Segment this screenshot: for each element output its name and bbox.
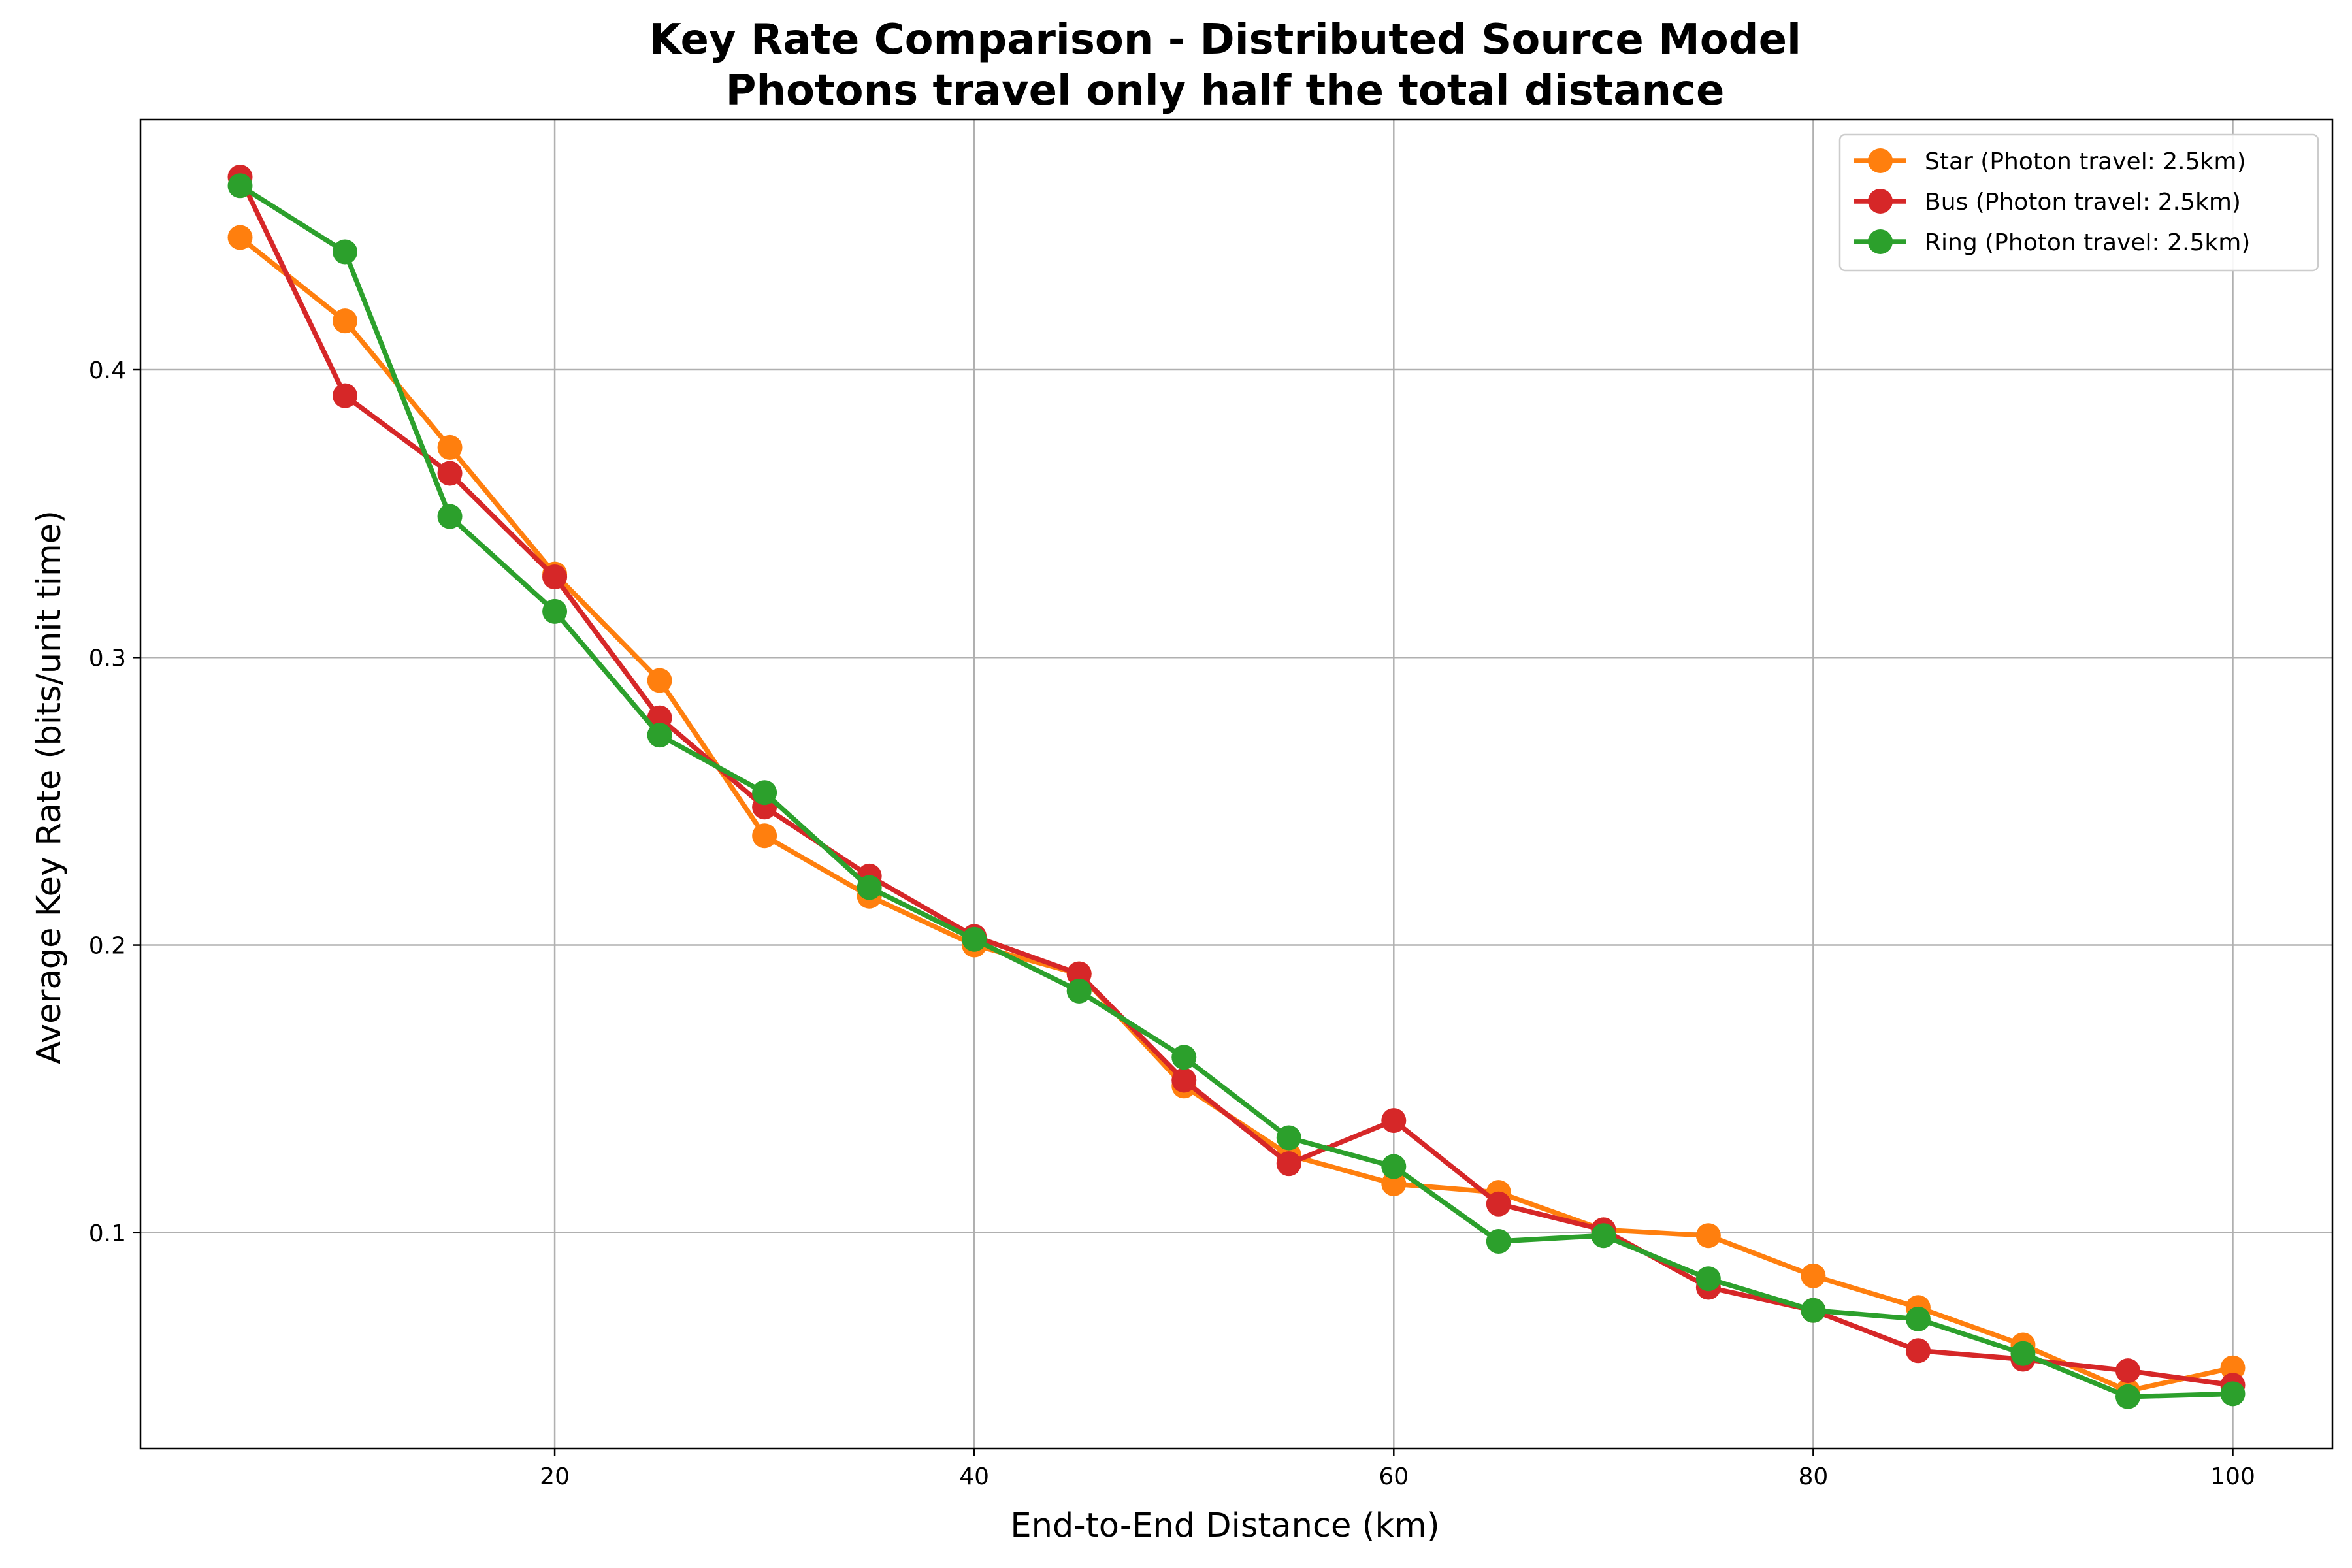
data-point: [1066, 978, 1092, 1004]
y-tick-label: 0.4: [89, 357, 126, 384]
data-point: [1905, 1338, 1931, 1364]
data-point: [1276, 1125, 1301, 1151]
y-axis-ticks: 0.1 0.2 0.3 0.4: [89, 357, 140, 1247]
legend-box: [1838, 133, 2319, 272]
data-point: [1171, 1068, 1197, 1093]
data-point: [1695, 1223, 1721, 1249]
x-tick-label: 60: [1379, 1463, 1409, 1490]
data-point: [437, 461, 463, 486]
data-point: [437, 434, 463, 460]
legend-entry: Ring (Photon travel: 2.5km): [1854, 229, 2250, 256]
series-3: [227, 173, 2246, 1409]
legend-label: Star (Photon travel: 2.5km): [1925, 148, 2246, 175]
data-point: [1486, 1229, 1511, 1254]
data-point: [333, 383, 358, 408]
series-lines: [227, 165, 2246, 1409]
data-point: [2115, 1358, 2140, 1384]
data-point: [752, 823, 777, 849]
data-point: [1381, 1154, 1407, 1179]
legend-marker: [1868, 229, 1893, 254]
data-point: [1276, 1151, 1301, 1177]
data-point: [333, 308, 358, 334]
legend-entries: Star (Photon travel: 2.5km) Bus (Photon t…: [1854, 148, 2250, 256]
plot-area-frame: [139, 118, 2334, 1450]
x-tick-label: 100: [2210, 1463, 2255, 1490]
data-point: [1171, 1045, 1197, 1070]
data-point: [647, 668, 672, 693]
y-tick-label: 0.3: [89, 645, 126, 672]
y-tick-label: 0.2: [89, 933, 126, 960]
data-point: [1801, 1263, 1826, 1288]
data-point: [752, 780, 777, 806]
x-tick-label: 40: [959, 1463, 989, 1490]
legend-marker: [1868, 148, 1893, 173]
y-axis-label: Average Key Rate (bits/unit time): [30, 510, 69, 1064]
data-point: [2220, 1355, 2246, 1380]
data-point: [857, 875, 882, 900]
data-point: [227, 225, 253, 250]
data-point: [1905, 1306, 1931, 1331]
chart-title-line-2: Photons travel only half the total dista…: [726, 67, 1725, 115]
chart-title-line-1: Key Rate Comparison - Distributed Source…: [649, 16, 1801, 64]
data-point: [2115, 1384, 2140, 1409]
data-point: [542, 564, 568, 590]
data-point: [1486, 1191, 1511, 1217]
data-point: [962, 926, 987, 952]
x-tick-label: 20: [540, 1463, 570, 1490]
data-point: [227, 173, 253, 199]
data-point: [2010, 1341, 2036, 1366]
legend-label: Ring (Photon travel: 2.5km): [1925, 229, 2250, 256]
data-point: [333, 239, 358, 265]
series-line: [238, 176, 2234, 1388]
data-point: [437, 504, 463, 529]
data-point: [647, 723, 672, 748]
data-point: [1591, 1223, 1616, 1249]
data-point: [1801, 1298, 1826, 1323]
legend: Star (Photon travel: 2.5km) Bus (Photon t…: [1838, 133, 2319, 272]
x-tick-label: 80: [1798, 1463, 1828, 1490]
data-point: [542, 598, 568, 624]
y-tick-label: 0.1: [89, 1220, 126, 1247]
legend-entry: Star (Photon travel: 2.5km): [1854, 148, 2246, 175]
series-line: [238, 184, 2233, 1399]
data-point: [1381, 1108, 1407, 1134]
x-axis-label: End-to-End Distance (km): [1010, 1507, 1439, 1545]
data-point: [2220, 1381, 2246, 1407]
data-point: [1066, 961, 1092, 987]
legend-label: Bus (Photon travel: 2.5km): [1925, 189, 2241, 216]
data-point: [1695, 1266, 1721, 1292]
grid-lines: [140, 120, 2332, 1448]
legend-marker: [1868, 189, 1893, 214]
data-point: [1381, 1171, 1407, 1196]
legend-entry: Bus (Photon travel: 2.5km): [1854, 189, 2241, 216]
x-axis-ticks: 20 40 60 80 100: [540, 1448, 2255, 1490]
